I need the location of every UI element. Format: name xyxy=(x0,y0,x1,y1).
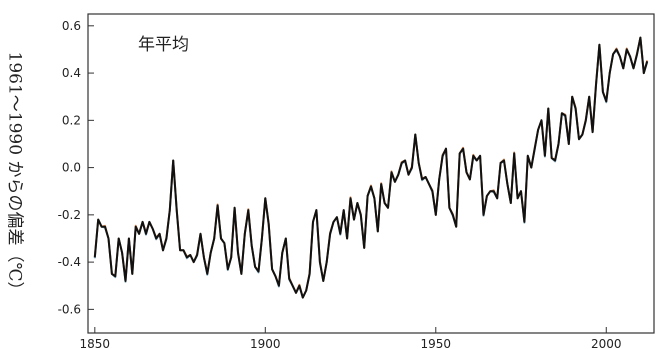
x-tick-label: 1850 xyxy=(80,337,111,349)
x-tick-label: 1950 xyxy=(421,337,452,349)
x-tick-label: 2000 xyxy=(591,337,622,349)
series-line-orange xyxy=(93,36,649,299)
y-tick-label: -0.2 xyxy=(58,208,81,222)
y-tick-label: 0.6 xyxy=(62,19,81,33)
plot-frame xyxy=(87,13,655,334)
y-tick-label: -0.4 xyxy=(58,255,81,269)
y-tick-label: 0.0 xyxy=(62,161,81,175)
y-tick-label: 0.2 xyxy=(62,113,81,127)
x-tick-label: 1900 xyxy=(250,337,281,349)
series-line-blue xyxy=(93,36,649,299)
y-axis-label: 1961～1990 からの偏差（℃） xyxy=(4,51,25,299)
y-tick-label: 0.4 xyxy=(62,66,81,80)
y-tick-label: -0.6 xyxy=(58,302,81,316)
series-line xyxy=(93,36,649,299)
chart-title: 年平均 xyxy=(138,35,189,55)
